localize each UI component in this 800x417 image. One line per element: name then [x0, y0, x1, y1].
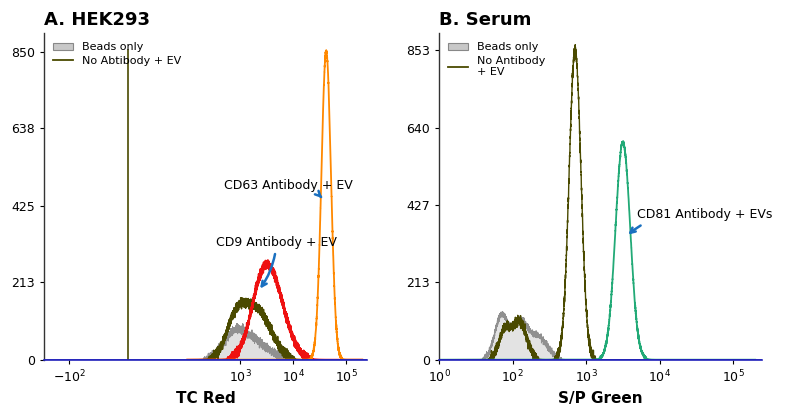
Text: A. HEK293: A. HEK293 — [44, 11, 150, 29]
Text: CD9 Antibody + EV: CD9 Antibody + EV — [216, 236, 337, 286]
Text: B. Serum: B. Serum — [439, 11, 531, 29]
Legend: Beads only, No Abtibody + EV: Beads only, No Abtibody + EV — [50, 39, 185, 69]
X-axis label: TC Red: TC Red — [176, 391, 236, 406]
Text: CD63 Antibody + EV: CD63 Antibody + EV — [224, 179, 353, 197]
Legend: Beads only, No Antibody
+ EV: Beads only, No Antibody + EV — [445, 39, 549, 80]
X-axis label: S/P Green: S/P Green — [558, 391, 643, 406]
Text: CD81 Antibody + EVs: CD81 Antibody + EVs — [630, 208, 773, 233]
